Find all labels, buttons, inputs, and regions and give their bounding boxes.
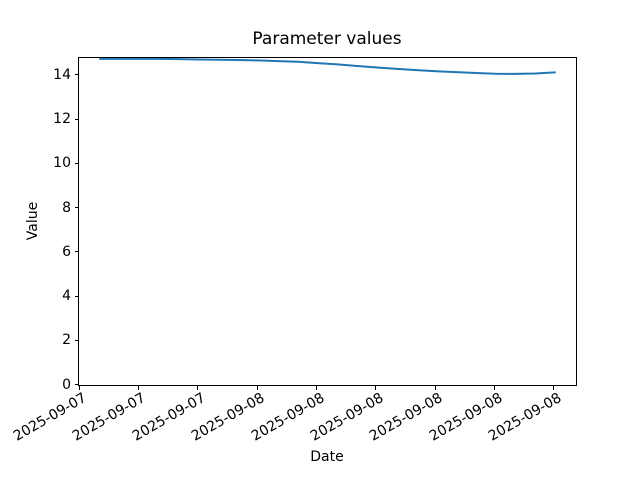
y-tick-mark xyxy=(74,207,79,209)
x-tick-mark xyxy=(137,385,139,390)
y-tick-label: 0 xyxy=(62,376,71,393)
x-tick-mark xyxy=(197,385,199,390)
series-line xyxy=(99,58,556,75)
chart-title: Parameter values xyxy=(252,29,402,49)
x-tick-mark xyxy=(434,385,436,390)
x-tick-mark xyxy=(553,385,555,390)
y-tick-mark xyxy=(74,339,79,341)
x-axis-label: Date xyxy=(310,449,344,465)
y-tick-mark xyxy=(74,118,79,120)
y-tick-mark xyxy=(74,251,79,253)
y-tick-mark xyxy=(74,295,79,297)
x-tick-mark xyxy=(256,385,258,390)
y-tick-mark xyxy=(74,162,79,164)
y-tick-label: 14 xyxy=(53,66,71,83)
x-tick-mark xyxy=(315,385,317,390)
line-plot xyxy=(99,58,556,75)
y-tick-mark xyxy=(74,384,79,385)
y-tick-label: 10 xyxy=(53,155,71,172)
y-tick-label: 6 xyxy=(62,243,71,260)
y-tick-mark xyxy=(74,74,79,76)
x-tick-mark xyxy=(375,385,377,390)
y-tick-label: 4 xyxy=(62,288,71,305)
y-tick-label: 2 xyxy=(62,332,71,349)
y-tick-label: 12 xyxy=(53,111,71,128)
x-tick-mark xyxy=(493,385,495,390)
plot-area xyxy=(78,57,577,386)
x-tick-mark xyxy=(78,385,80,390)
y-tick-label: 8 xyxy=(62,199,71,216)
